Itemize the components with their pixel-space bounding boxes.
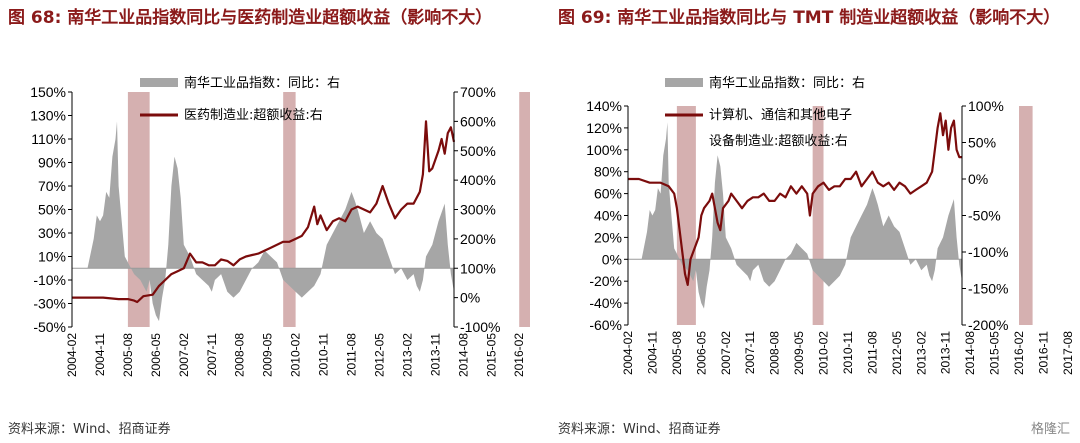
right-tick-label: 0%	[968, 171, 988, 187]
x-tick-label: 2015-05	[484, 333, 498, 377]
x-tick-label: 2013-11	[939, 331, 953, 374]
x-tick-label: 2016-02	[1012, 331, 1026, 375]
x-tick-label: 2012-05	[372, 333, 386, 377]
right-tick-label: 700%	[460, 84, 496, 100]
left-tick-label: 20%	[594, 229, 622, 245]
shaded-period-1	[283, 92, 296, 327]
x-tick-label: 2008-08	[233, 333, 247, 377]
x-tick-label: 2014-08	[963, 331, 977, 375]
x-tick-label: 2016-02	[512, 333, 526, 377]
left-tick-label: 110%	[31, 131, 66, 147]
x-tick-label: 2007-02	[719, 331, 733, 375]
left-tick-label: -30%	[33, 296, 66, 312]
x-tick-label: 2004-11	[645, 331, 659, 374]
x-tick-label: 2007-11	[205, 333, 219, 376]
right-tick-label: 0%	[460, 290, 480, 306]
legend-label-line: 设备制造业:超额收益:右	[709, 133, 848, 149]
x-tick-label: 2014-08	[456, 333, 470, 377]
series-excess-return-line	[628, 112, 962, 286]
x-tick-label: 2004-11	[93, 333, 107, 376]
figure-69-chart: 140% 120% 100% 80% 60% 40% 20% 0% -20% -40% -60% 10…	[586, 75, 1075, 375]
right-tick-label: -100%	[460, 319, 500, 335]
right-tick-label: -150%	[968, 281, 1008, 297]
legend-label-line: 计算机、通信和其他电子	[709, 108, 852, 123]
left-tick-label: -40%	[589, 295, 622, 311]
figure-68-source: 资料来源：Wind、招商证券	[8, 422, 171, 437]
figure-68-title: 图 68: 南华工业品指数同比与医药制造业超额收益（影响不大）	[8, 8, 493, 28]
x-tick-label: 2017-08	[1061, 331, 1075, 375]
x-tick-label: 2004-02	[65, 333, 79, 377]
x-tick-label: 2005-08	[670, 331, 684, 375]
legend-swatch-bars	[665, 78, 703, 87]
left-tick-label: 90%	[38, 155, 66, 171]
right-tick-label: -100%	[968, 244, 1008, 260]
x-tick-label: 2016-11	[1036, 331, 1050, 374]
left-tick-label: 0%	[602, 251, 622, 267]
legend-swatch-bars	[140, 78, 178, 87]
left-tick-label: 100%	[586, 142, 622, 158]
series-excess-return-line	[72, 120, 456, 304]
x-tick-label: 2011-08	[865, 331, 879, 374]
right-tick-label: 300%	[460, 202, 496, 218]
figure-69-panel: 图 69: 南华工业品指数同比与 TMT 制造业超额收益（影响不大） 140% 1…	[550, 0, 1080, 443]
left-tick-label: 60%	[594, 186, 622, 202]
right-tick-label: -200%	[968, 317, 1008, 333]
left-tick-label: 10%	[38, 249, 66, 265]
x-tick-label: 2007-11	[743, 331, 757, 374]
left-tick-label: 80%	[594, 164, 622, 180]
right-tick-label: 400%	[460, 172, 496, 188]
x-tick-label: 2007-02	[177, 333, 191, 377]
left-tick-label: -50%	[33, 319, 66, 335]
legend-label-bars: 南华工业品指数：同比：右	[709, 75, 865, 91]
x-tick-label: 2013-11	[428, 333, 442, 376]
x-tick-label: 2013-02	[914, 331, 928, 375]
left-tick-label: 30%	[38, 225, 66, 241]
x-tick-label: 2006-05	[149, 333, 163, 377]
shaded-period-2	[1019, 106, 1033, 325]
x-tick-label: 2012-05	[890, 331, 904, 375]
figure-68-chart: 150% 130% 110% 90% 70% 50% 30% 10% -10% -30% -50% 7…	[30, 75, 530, 377]
x-tick-label: 2009-05	[792, 331, 806, 375]
x-tick-label: 2006-05	[694, 331, 708, 375]
x-tick-label: 2008-08	[768, 331, 782, 375]
x-tick-label: 2010-11	[317, 333, 331, 376]
x-tick-label: 2009-05	[261, 333, 275, 377]
left-tick-label: -60%	[589, 317, 622, 333]
shaded-period-1	[812, 106, 824, 325]
figure-69-title: 图 69: 南华工业品指数同比与 TMT 制造业超额收益（影响不大）	[558, 8, 1061, 28]
figure-68-panel: 图 68: 南华工业品指数同比与医药制造业超额收益（影响不大） 150% 130%…	[0, 0, 530, 443]
shaded-period-0	[676, 106, 696, 325]
left-tick-label: 40%	[594, 208, 622, 224]
left-tick-label: 120%	[586, 120, 622, 136]
x-tick-label: 2010-02	[817, 331, 831, 375]
right-tick-label: 100%	[968, 98, 1004, 114]
x-tick-label: 2005-08	[121, 333, 135, 377]
right-tick-label: 100%	[460, 260, 496, 276]
shaded-period-0	[127, 92, 150, 327]
x-tick-label: 2010-02	[289, 333, 303, 377]
right-tick-label: 200%	[460, 231, 496, 247]
right-tick-label: 600%	[460, 113, 496, 129]
watermark-text: 格隆汇	[1030, 422, 1070, 437]
left-tick-label: 150%	[30, 84, 66, 100]
left-tick-label: -20%	[589, 273, 622, 289]
x-tick-label: 2010-11	[841, 331, 855, 374]
legend-label-bars: 南华工业品指数：同比：右	[184, 75, 340, 91]
left-tick-label: 140%	[586, 98, 622, 114]
left-tick-label: 70%	[38, 178, 66, 194]
shaded-period-2	[519, 92, 530, 327]
right-tick-label: 50%	[968, 135, 996, 151]
x-tick-label: 2004-02	[621, 331, 635, 375]
left-tick-label: -10%	[33, 272, 66, 288]
x-tick-label: 2011-08	[345, 333, 359, 376]
figure-69-source: 资料来源：Wind、招商证券	[558, 422, 721, 437]
right-tick-label: -50%	[968, 208, 1001, 224]
left-tick-label: 50%	[38, 202, 66, 218]
x-tick-label: 2013-02	[400, 333, 414, 377]
right-tick-label: 500%	[460, 143, 496, 159]
legend-label-line: 医药制造业:超额收益:右	[184, 108, 323, 123]
left-tick-label: 130%	[30, 108, 66, 124]
x-tick-label: 2015-05	[988, 331, 1002, 375]
